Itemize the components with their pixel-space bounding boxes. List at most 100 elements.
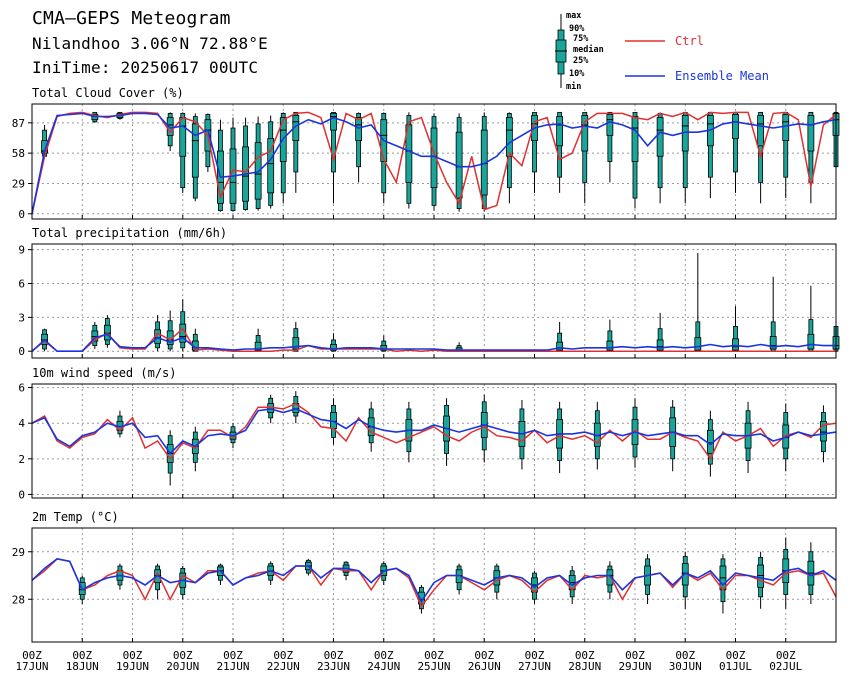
box-25-75	[757, 115, 765, 147]
legend-box-label: 10%	[569, 69, 585, 79]
legend-box-label: 90%	[569, 24, 585, 34]
y-tick-label: 29	[12, 546, 25, 559]
x-tick-hour: 00Z	[273, 649, 293, 662]
y-tick-label: 0	[18, 208, 25, 221]
box-25-75	[191, 123, 199, 178]
legend-box-label: median	[573, 44, 604, 55]
box-25-75	[355, 117, 363, 141]
ctrl-line	[31, 558, 837, 608]
legend-box-label: 25%	[573, 56, 589, 66]
y-tick-label: 4	[18, 417, 25, 430]
box-25-75	[179, 117, 187, 157]
x-tick-hour: 00Z	[22, 649, 42, 662]
y-tick-label: 28	[12, 593, 25, 606]
box-25-75	[330, 113, 337, 131]
box-25-75	[807, 333, 815, 350]
box-25-75	[606, 114, 614, 136]
box-25-75	[656, 339, 664, 351]
box-25-75	[330, 344, 337, 351]
x-tick-hour: 00Z	[625, 649, 645, 662]
box-25-75	[292, 337, 300, 350]
box-10-90	[532, 111, 537, 173]
box-25-75	[505, 117, 513, 157]
x-tick-hour: 00Z	[424, 649, 444, 662]
panel-title: 2m Temp (°C)	[32, 510, 119, 524]
y-tick-label: 29	[12, 177, 25, 190]
x-tick-hour: 00Z	[324, 649, 344, 662]
panel-0: Total Cloud Cover (%) 0 29 58 87	[12, 86, 840, 221]
box-25-75	[581, 115, 589, 152]
x-tick-hour: 00Z	[675, 649, 695, 662]
x-tick-date: 19JUN	[116, 660, 149, 673]
x-tick-hour: 00Z	[223, 649, 243, 662]
x-tick-hour: 00Z	[575, 649, 595, 662]
box-10-90	[293, 111, 299, 173]
y-tick-label: 6	[18, 278, 25, 291]
x-tick-date: 01JUL	[719, 660, 752, 673]
legend-mean-label: Ensemble Mean	[675, 69, 769, 83]
x-tick-date: 29JUN	[618, 660, 651, 673]
ensemble-mean-line	[31, 112, 837, 214]
x-tick-date: 24JUN	[367, 660, 400, 673]
x-tick-date: 22JUN	[267, 660, 300, 673]
y-tick-label: 9	[18, 244, 25, 257]
x-tick-hour: 00Z	[776, 649, 796, 662]
panel-1: Total precipitation (mm/6h) 0 3 6 9	[18, 226, 840, 359]
ensemble-mean-line	[31, 333, 836, 353]
x-tick-date: 27JUN	[518, 660, 551, 673]
ctrl-line	[31, 327, 836, 352]
box-25-75	[606, 569, 614, 586]
x-tick-date: 28JUN	[568, 660, 601, 673]
ensemble-mean-line	[31, 408, 837, 455]
x-tick-date: 20JUN	[166, 660, 199, 673]
panel-3: 2m Temp (°C) 28 29	[12, 510, 837, 643]
x-tick-date: 23JUN	[317, 660, 350, 673]
ctrl-line	[31, 111, 837, 214]
box-25-75	[631, 116, 639, 162]
y-tick-label: 2	[18, 453, 25, 466]
box-25-75	[556, 116, 564, 147]
box-25-75	[556, 341, 564, 351]
x-tick-hour: 00Z	[72, 649, 92, 662]
y-tick-label: 0	[18, 345, 25, 358]
box-25-75	[769, 336, 777, 350]
x-tick-hour: 00Z	[123, 649, 143, 662]
box-25-75	[807, 115, 815, 152]
x-tick-hour: 00Z	[525, 649, 545, 662]
legend-box-label: min	[566, 81, 581, 92]
legend-box-label: 75%	[573, 34, 589, 44]
x-tick-hour: 00Z	[173, 649, 193, 662]
box-25-75	[656, 117, 664, 157]
box-25-75	[757, 564, 765, 588]
y-tick-label: 87	[12, 117, 25, 130]
y-tick-label: 3	[18, 311, 25, 324]
box-25-75	[254, 341, 262, 351]
legend-box-label: max	[566, 11, 581, 21]
box-25-75	[91, 330, 99, 342]
box-25-75	[732, 338, 739, 351]
x-tick-date: 17JUN	[15, 660, 48, 673]
x-tick-hour: 00Z	[374, 649, 394, 662]
init-time-label: IniTime: 20250617 00UTC	[32, 58, 259, 77]
box-25-75	[782, 114, 790, 141]
box-25-75	[267, 138, 275, 194]
box-10-90	[331, 111, 336, 173]
box-25-75	[606, 340, 614, 351]
box-25-75	[694, 337, 702, 351]
x-tick-date: 18JUN	[66, 660, 99, 673]
x-tick-hour: 00Z	[474, 649, 494, 662]
x-tick-hour: 00Z	[726, 649, 746, 662]
page-title: CMA–GEPS Meteogram	[32, 8, 231, 29]
box-25-75	[380, 345, 388, 351]
x-tick-date: 30JUN	[669, 660, 702, 673]
x-tick-date: 25JUN	[417, 660, 450, 673]
y-tick-label: 6	[18, 382, 25, 395]
y-tick-label: 0	[18, 488, 25, 501]
panel-title: Total Cloud Cover (%)	[32, 86, 184, 100]
box-10-90	[607, 111, 613, 162]
box-25-75	[732, 114, 739, 139]
legend-ctrl-label: Ctrl	[675, 34, 704, 48]
location-label: Nilandhoo 3.06°N 72.88°E	[32, 34, 268, 53]
box-25-75	[820, 421, 827, 442]
